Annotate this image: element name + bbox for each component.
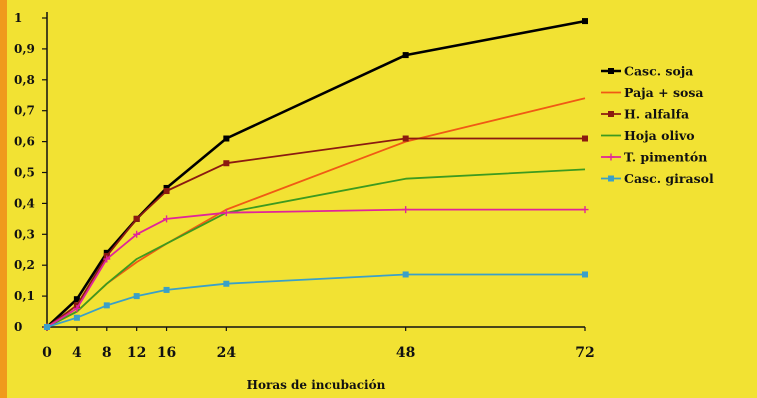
x-tick-label: 24: [217, 345, 237, 361]
left-accent-strip: [0, 0, 7, 398]
x-tick-label: 4: [72, 345, 82, 361]
y-tick-label: 0,6: [14, 135, 35, 149]
data-point: [402, 206, 410, 214]
x-tick-label: 16: [157, 345, 176, 361]
data-point: [103, 249, 110, 256]
legend-marker: [608, 111, 614, 117]
data-point: [163, 188, 170, 195]
y-tick-label: 0,1: [14, 289, 35, 303]
data-point: [44, 324, 50, 330]
legend-label: Hoja olivo: [624, 128, 695, 143]
data-point: [582, 135, 588, 142]
legend-marker: [608, 68, 614, 74]
series-line-4: [46, 208, 585, 328]
data-point: [223, 160, 230, 167]
y-tick-label: 0,9: [14, 42, 35, 56]
y-tick-label: 0: [14, 320, 22, 334]
data-point: [402, 52, 409, 59]
legend-label: H. alfalfa: [624, 107, 689, 122]
y-tick-label: 0,5: [14, 166, 35, 180]
data-point: [222, 209, 230, 217]
data-point: [582, 271, 588, 278]
data-point: [73, 314, 80, 321]
legend-label: Casc. girasol: [624, 171, 714, 186]
data-point: [73, 304, 81, 312]
data-point: [402, 271, 409, 278]
data-point: [582, 18, 588, 25]
data-point: [103, 255, 111, 263]
data-point: [163, 184, 170, 191]
series-line-1: [46, 97, 586, 328]
x-tick-label: 0: [42, 345, 52, 361]
x-tick-label: 72: [575, 345, 594, 361]
x-tick-label: 12: [127, 345, 146, 361]
x-tick-label: 48: [396, 345, 415, 361]
y-tick-label: 0,4: [14, 196, 35, 210]
legend-label: T. pimentón: [624, 150, 707, 165]
data-point: [223, 135, 230, 142]
series-line-2: [46, 137, 585, 328]
series-line-5: [46, 273, 585, 328]
y-tick-label: 1: [14, 11, 22, 25]
series-line-0: [46, 19, 586, 328]
legend-label: Paja + sosa: [624, 85, 703, 100]
data-point: [581, 206, 589, 214]
x-tick-label: 8: [102, 345, 112, 361]
data-point: [163, 286, 170, 293]
data-point: [133, 230, 141, 238]
data-point: [402, 135, 409, 142]
data-point: [103, 302, 110, 309]
y-tick-label: 0,2: [14, 258, 35, 272]
legend-label: Casc. soja: [624, 64, 693, 79]
y-tick-label: 0,8: [14, 73, 35, 87]
series-line-3: [46, 168, 586, 328]
x-axis-title: Horas de incubación: [247, 378, 386, 392]
data-point: [163, 215, 171, 223]
legend-marker: [607, 153, 615, 161]
legend-marker: [608, 175, 614, 182]
y-tick-label: 0,3: [14, 227, 35, 241]
y-tick-label: 0,7: [14, 104, 35, 118]
data-point: [133, 215, 140, 222]
data-point: [133, 293, 140, 300]
data-point: [223, 280, 230, 287]
data-point: [73, 296, 80, 303]
